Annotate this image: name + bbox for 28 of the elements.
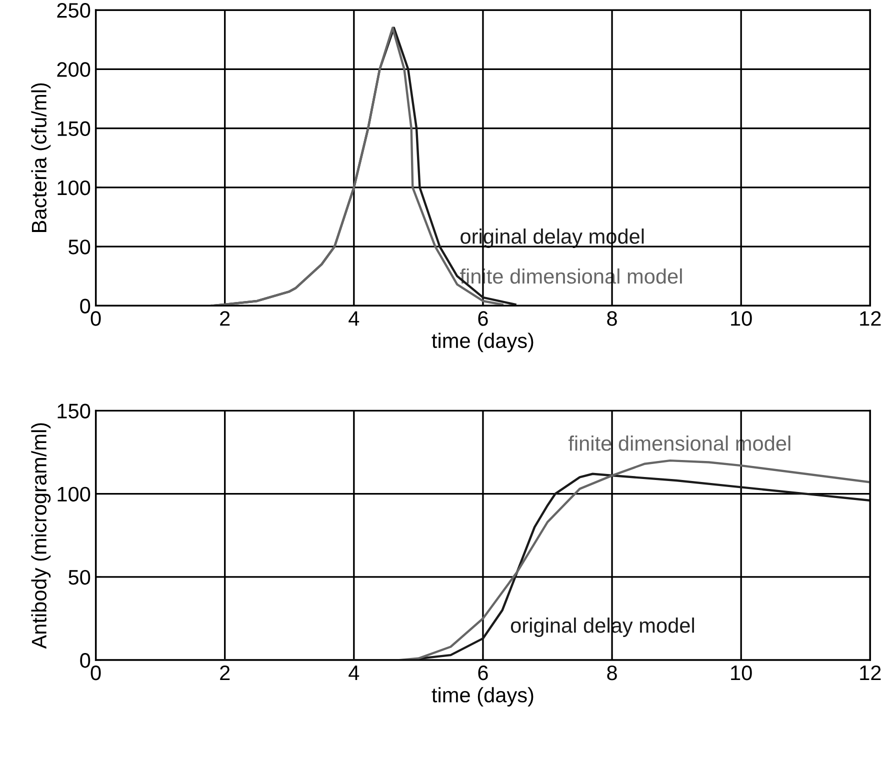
x-tick-label: 10 [731, 311, 752, 326]
y-tick-label: 250 [57, 3, 90, 18]
x-tick-label: 6 [478, 665, 488, 680]
x-tick-label: 0 [90, 311, 101, 326]
x-tick-label: 0 [90, 665, 101, 680]
y-axis-title: Antibody (microgram/ml) [31, 423, 51, 649]
x-tick-label: 4 [348, 666, 360, 680]
x-axis-title: time (days) [432, 332, 534, 352]
y-tick-label: 0 [80, 653, 90, 668]
x-tick-label: 2 [220, 311, 230, 326]
y-axis-title: Bacteria (cfu/ml) [31, 83, 51, 232]
x-tick-label: 10 [731, 665, 752, 680]
x-tick-label: 4 [348, 311, 360, 326]
x-tick-label: 8 [607, 665, 617, 680]
y-tick-label: 150 [58, 404, 90, 418]
y-tick-label: 0 [80, 298, 90, 314]
y-tick-label: 100 [58, 180, 90, 196]
x-tick-label: 12 [860, 311, 881, 326]
x-axis-title: time (days) [432, 687, 534, 707]
x-tick-label: 8 [607, 311, 617, 326]
y-tick-label: 50 [68, 240, 90, 254]
x-tick-label: 6 [478, 311, 488, 326]
y-tick-label: 200 [57, 62, 90, 77]
y-tick-label: 50 [68, 570, 90, 585]
x-tick-label: 12 [860, 665, 881, 680]
x-tick-label: 2 [220, 665, 230, 680]
y-tick-label: 150 [58, 121, 90, 136]
y-tick-label: 100 [58, 486, 90, 502]
